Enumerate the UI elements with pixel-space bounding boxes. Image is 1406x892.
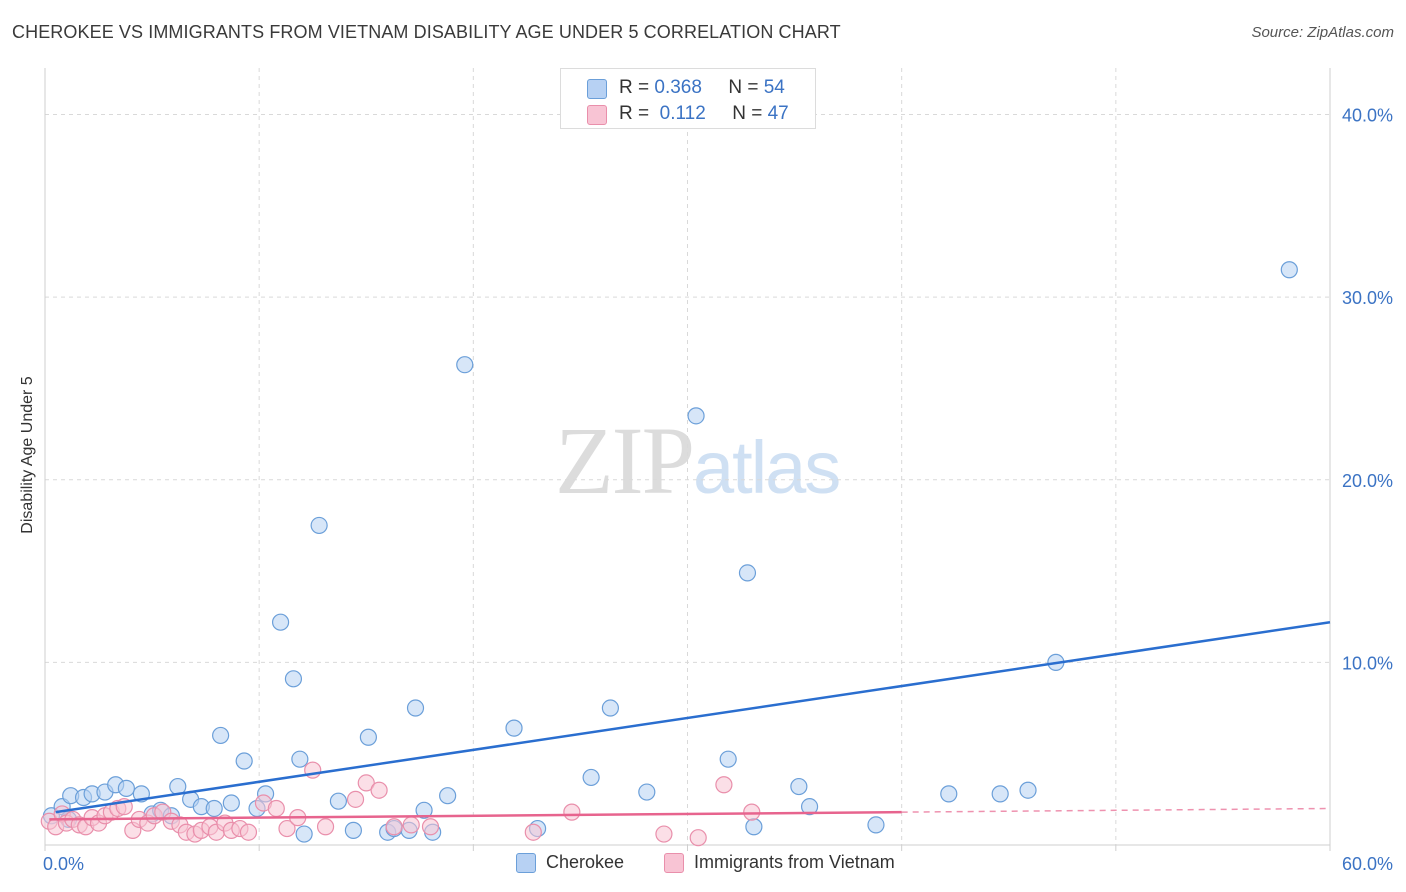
r-label: R =	[619, 103, 650, 124]
vietnam-point-30	[267, 799, 285, 818]
vietnam-point-36	[357, 774, 375, 792]
cherokee-point-51	[991, 785, 1009, 803]
cherokee-point-8	[117, 779, 135, 797]
vietnam-trend-line	[49, 810, 902, 821]
r-label: R =	[619, 77, 650, 98]
cherokee-point-45	[738, 564, 757, 582]
vietnam-point-40	[421, 818, 440, 836]
n-value-vietnam: 47	[767, 103, 789, 124]
cherokee-point-42	[638, 783, 656, 801]
vietnam-point-28	[239, 823, 258, 841]
vietnam-point-45	[715, 776, 733, 794]
vietnam-point-42	[563, 803, 581, 821]
cherokee-point-44	[719, 750, 737, 768]
y-tick-label-1: 20.0%	[1342, 471, 1393, 491]
n-label: N =	[732, 103, 763, 124]
cherokee-point-49	[867, 816, 885, 834]
cherokee-point-50	[940, 785, 958, 803]
chart-title: CHEROKEE VS IMMIGRANTS FROM VIETNAM DISA…	[12, 22, 841, 42]
cherokee-point-47	[790, 777, 808, 796]
r-value-vietnam: 0.112	[659, 103, 706, 124]
cherokee-point-38	[505, 719, 523, 737]
cherokee-point-29	[359, 728, 377, 746]
cherokee-point-43	[687, 407, 705, 425]
x-tick-label-0: 0.0%	[43, 854, 84, 874]
cherokee-point-40	[582, 768, 600, 787]
vietnam-point-44	[689, 829, 707, 847]
legend-swatch-cherokee	[516, 853, 536, 873]
cherokee-point-25	[295, 825, 313, 843]
vietnam-swatch	[587, 105, 607, 125]
trend-layer	[49, 620, 1331, 821]
watermark-atlas: atlas	[693, 426, 841, 509]
vietnam-point-37	[370, 781, 388, 799]
cherokee-point-41	[601, 699, 620, 717]
vietnam-point-41	[524, 823, 542, 841]
vietnam-point-31	[278, 819, 296, 838]
y-tick-label-2: 30.0%	[1342, 288, 1393, 308]
y-tick-label-0: 10.0%	[1342, 653, 1393, 673]
cherokee-point-26	[310, 516, 328, 535]
vietnam-point-34	[316, 818, 335, 836]
watermark: ZIPatlas	[555, 405, 841, 516]
cherokee-point-52	[1019, 781, 1037, 799]
r-value-cherokee: 0.368	[654, 77, 702, 98]
cherokee-point-18	[222, 794, 240, 812]
cherokee-point-34	[415, 801, 433, 819]
tick-layer: 10.0% 20.0% 30.0% 40.0% 0.0% 60.0%	[43, 106, 1393, 874]
vietnam-point-35	[346, 790, 365, 808]
vietnam-point-39	[402, 816, 420, 834]
source-label: Source: ZipAtlas.com	[1251, 24, 1394, 41]
cherokee-swatch	[587, 79, 607, 99]
cherokee-point-19	[235, 752, 253, 770]
cherokee-point-22	[271, 613, 290, 631]
legend-swatch-vietnam	[664, 853, 684, 873]
x-tick-label-1: 60.0%	[1342, 854, 1393, 874]
legend-label-vietnam: Immigrants from Vietnam	[694, 852, 895, 872]
n-value-cherokee: 54	[763, 77, 785, 98]
cherokee-point-23	[284, 670, 303, 688]
vietnam-point-38	[385, 818, 403, 836]
cherokee-point-33	[406, 699, 425, 717]
axis-layer	[44, 68, 1331, 851]
cherokee-point-46	[745, 818, 763, 836]
cherokee-point-16	[205, 799, 223, 818]
grid-layer	[45, 68, 1330, 845]
vietnam-trend-extension	[901, 807, 1331, 813]
cherokee-point-36	[439, 787, 457, 805]
cherokee-point-28	[344, 821, 362, 839]
watermark-zip: ZIP	[555, 407, 695, 514]
y-axis-label: Disability Age Under 5	[19, 376, 36, 534]
cherokee-point-48	[800, 798, 819, 816]
cherokee-point-27	[329, 792, 348, 810]
cherokee-point-54	[1280, 261, 1298, 279]
y-tick-label-3: 40.0%	[1342, 106, 1393, 126]
legend-label-cherokee: Cherokee	[546, 852, 625, 872]
cherokee-point-24	[291, 750, 309, 768]
stats-legend: R = 0.368 N = 54 R = 0.112 N = 47	[560, 68, 816, 129]
points-layer	[40, 261, 1298, 847]
vietnam-point-43	[655, 825, 673, 843]
cherokee-point-17	[212, 726, 230, 745]
cherokee-point-37	[456, 356, 474, 374]
cherokee-trend-line	[55, 620, 1331, 814]
n-label: N =	[728, 77, 759, 98]
